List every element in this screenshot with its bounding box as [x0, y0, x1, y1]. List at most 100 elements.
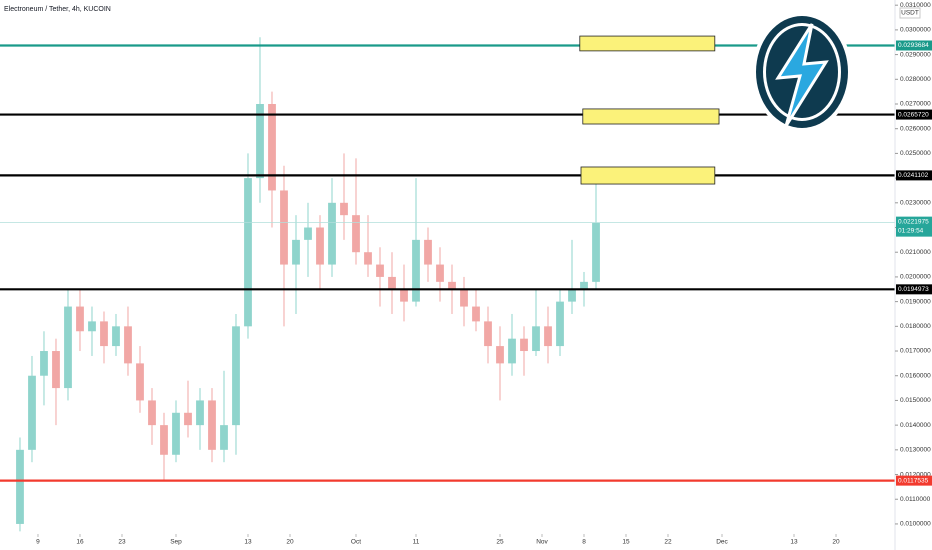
level-label-box: [896, 109, 932, 120]
candle-body: [472, 306, 480, 322]
chart-title: Electroneum / Tether, 4h, KUCOIN: [4, 6, 111, 13]
candle-body: [280, 190, 288, 265]
y-tick-label: 0.0260000: [900, 125, 931, 132]
y-tick-label: 0.0160000: [900, 372, 931, 379]
x-tick-label: Sep: [170, 539, 182, 546]
candle-body: [484, 321, 492, 347]
candle-body: [292, 239, 300, 265]
candle-body: [148, 400, 156, 426]
y-tick-label: 0.0130000: [900, 447, 931, 454]
candle-body: [100, 321, 108, 347]
candle-body: [304, 227, 312, 240]
level-label-box: [896, 475, 932, 486]
candle-body: [532, 326, 540, 352]
candle-body: [196, 400, 204, 426]
candle-body: [220, 425, 228, 450]
candle-body: [52, 351, 60, 389]
candle-body: [328, 202, 336, 265]
zone: [580, 166, 716, 185]
candle-body: [232, 326, 240, 426]
y-tick-label: 0.0170000: [900, 348, 931, 355]
logo: [752, 12, 852, 132]
y-tick-label: 0.0190000: [900, 298, 931, 305]
y-tick-label: 0.0270000: [900, 101, 931, 108]
candle-body: [256, 103, 264, 179]
x-tick-label: 15: [622, 539, 630, 546]
candle-body: [460, 289, 468, 307]
candle-body: [508, 338, 516, 364]
candle-body: [388, 276, 396, 290]
candle-body: [580, 281, 588, 290]
candle-body: [376, 264, 384, 277]
x-tick-label: 13: [244, 539, 252, 546]
y-tick-label: 0.0300000: [900, 27, 931, 34]
x-tick-label: 20: [832, 539, 840, 546]
candle-body: [400, 289, 408, 302]
level-label-box: [896, 40, 932, 51]
x-tick-label: 9: [36, 539, 40, 546]
candle-body: [496, 346, 504, 364]
candle-body: [520, 338, 528, 352]
level-label: 0.0293684: [898, 42, 929, 49]
zone: [579, 35, 716, 52]
x-tick-label: 8: [582, 539, 586, 546]
candle-body: [352, 215, 360, 253]
level-label: 0.0241102: [898, 172, 929, 179]
candle-body: [544, 326, 552, 347]
y-tick-label: 0.0100000: [900, 521, 931, 528]
candle-body: [184, 412, 192, 426]
candle-body: [88, 321, 96, 332]
candle-body: [364, 252, 372, 265]
x-tick-label: 11: [413, 539, 420, 546]
y-tick-label: 0.0230000: [900, 200, 931, 207]
candle-body: [244, 178, 252, 327]
candle-body: [124, 326, 132, 364]
last-price-box: [896, 216, 932, 237]
level-label: 0.0194973: [898, 286, 929, 293]
candle-body: [208, 400, 216, 450]
currency-box: [899, 7, 921, 19]
y-tick-label: 0.0280000: [900, 76, 931, 83]
y-tick-label: 0.0110000: [900, 496, 931, 503]
x-tick-label: 22: [664, 539, 672, 546]
candle-body: [172, 412, 180, 455]
candle-body: [136, 363, 144, 401]
x-tick-label: Oct: [351, 539, 361, 546]
level-label: 0.0265720: [898, 111, 929, 118]
x-tick-label: 13: [790, 539, 798, 546]
candle-body: [268, 103, 276, 191]
candle-body: [76, 306, 84, 332]
x-tick-label: Dec: [716, 539, 728, 546]
plot: [0, 35, 895, 532]
candle-body: [568, 289, 576, 302]
x-tick-label: 25: [496, 539, 504, 546]
y-tick-label: 0.0310000: [900, 2, 931, 9]
x-tick-label: Nov: [536, 539, 548, 546]
countdown: 01:29:54: [898, 227, 924, 234]
candle-body: [340, 202, 348, 216]
candle-body: [64, 306, 72, 389]
x-tick-label: 16: [76, 539, 84, 546]
candle-body: [40, 351, 48, 376]
zone: [582, 108, 720, 125]
candle-body: [448, 281, 456, 290]
candle-body: [16, 449, 24, 524]
candle-body: [412, 239, 420, 302]
candle-body: [436, 264, 444, 282]
y-tick-label: 0.0180000: [900, 323, 931, 330]
candle-body: [592, 222, 600, 282]
candle-body: [28, 375, 36, 450]
x-tick-label: 20: [286, 539, 294, 546]
y-tick-label: 0.0150000: [900, 397, 931, 404]
candle-body: [556, 301, 564, 347]
level-label-box: [896, 284, 932, 295]
y-tick-label: 0.0290000: [900, 51, 931, 58]
candle-body: [160, 425, 168, 455]
currency: USDT: [901, 10, 919, 17]
candle-body: [112, 326, 120, 347]
candle-body: [316, 227, 324, 265]
y-tick-label: 0.0250000: [900, 150, 931, 157]
candle-body: [424, 239, 432, 265]
level-label: 0.0117535: [898, 477, 929, 484]
